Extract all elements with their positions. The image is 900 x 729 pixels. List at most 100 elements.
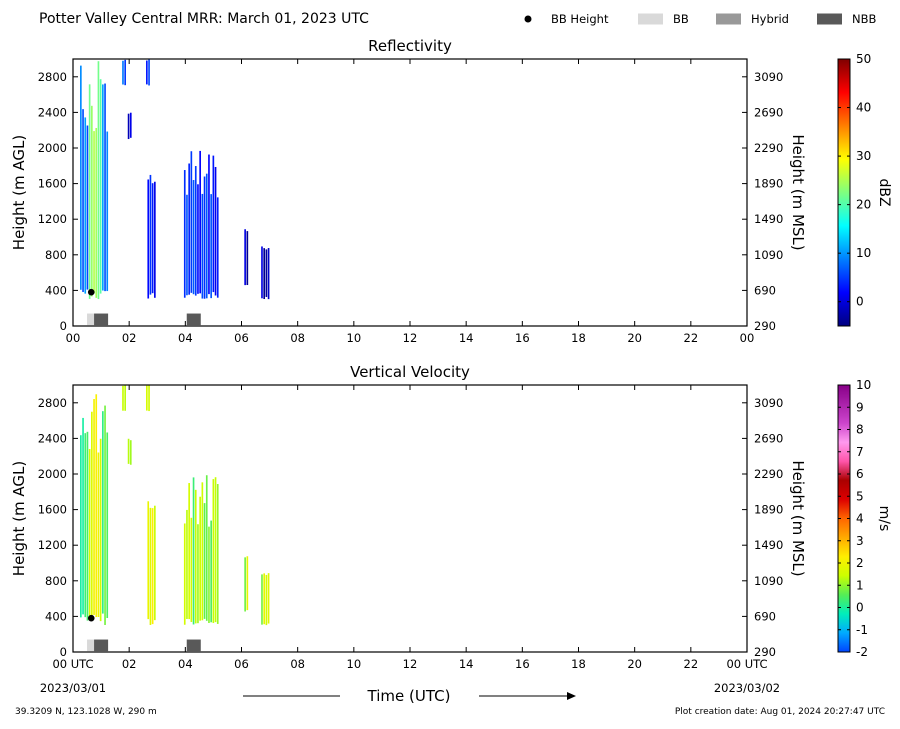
y-tick-label: 2800 <box>38 396 67 410</box>
echo-column <box>80 65 82 290</box>
legend-label: NBB <box>852 12 876 26</box>
echo-column <box>95 127 98 298</box>
colorbar-tick-label: 1 <box>856 578 864 592</box>
echo-region <box>244 556 249 612</box>
echo-region <box>122 59 126 86</box>
x-tick-label: 10 <box>347 331 362 345</box>
creation-date-footer: Plot creation date: Aug 01, 2024 20:27:4… <box>675 707 885 717</box>
echo-column <box>265 574 268 626</box>
x-tick-label: 00 UTC <box>52 657 93 671</box>
colorbar-tick-label: 4 <box>856 512 864 526</box>
echo-column <box>263 248 266 300</box>
echo-field <box>80 59 270 300</box>
colorbar-tick-label: 9 <box>856 400 864 414</box>
echo-column <box>147 179 150 299</box>
x-axis-label: Time (UTC) <box>367 687 451 705</box>
colorbar-tick-label: 2 <box>856 556 864 570</box>
y2-tick-label: 1490 <box>754 538 783 552</box>
echo-field <box>80 385 270 626</box>
echo-region <box>127 438 132 465</box>
y-axis-label: Height (m AGL) <box>10 461 28 576</box>
colorbar-gradient <box>837 58 851 327</box>
y2-tick-label: 1490 <box>754 212 783 226</box>
echo-column <box>263 573 266 625</box>
echo-column <box>129 112 132 138</box>
x-ticks: 00 02 04 06 08 10 12 14 16 18 20 22 00 <box>66 59 755 345</box>
echo-column <box>199 496 201 621</box>
echo-column <box>194 489 197 624</box>
echo-column <box>267 573 270 624</box>
echo-column <box>186 194 188 296</box>
y-tick-label: 2400 <box>38 105 67 119</box>
echo-column <box>122 60 124 85</box>
legend-label: BB Height <box>551 12 609 26</box>
x-tick-label: 08 <box>290 657 305 671</box>
colorbar-tick-label: 40 <box>856 101 871 115</box>
y2-tick-label: 1890 <box>754 177 783 191</box>
colorbar-tick-label: -1 <box>856 623 868 637</box>
x-tick-label: 16 <box>515 657 530 671</box>
x-tick-label: 20 <box>627 657 642 671</box>
echo-region <box>261 573 270 626</box>
colorbar-tick-label: 6 <box>856 467 864 481</box>
x-tick-label: 18 <box>571 657 586 671</box>
colorbar-tick-label: 5 <box>856 489 864 503</box>
y2-tick-label: 3090 <box>754 70 783 84</box>
legend-item-bb-height: BB Height <box>524 12 609 26</box>
x-tick-label: 00 <box>740 331 755 345</box>
plot-frame <box>72 384 748 653</box>
echo-column <box>201 193 204 299</box>
panel-title: Reflectivity <box>368 37 452 55</box>
x-tick-label: 02 <box>122 331 137 345</box>
echo-column <box>214 166 217 296</box>
echo-column <box>149 507 152 625</box>
echo-column <box>104 405 106 625</box>
echo-column <box>197 184 199 294</box>
y2-tick-label: 2690 <box>754 105 783 119</box>
colorbar-tick-label: 7 <box>856 445 864 459</box>
echo-column <box>205 173 208 299</box>
echo-column <box>84 117 87 294</box>
echo-column <box>261 574 263 625</box>
y-tick-label: 2400 <box>38 431 67 445</box>
colorbar-tick-label: 3 <box>856 534 864 548</box>
echo-column <box>203 503 206 619</box>
y-tick-label: 2000 <box>38 467 67 481</box>
echo-column <box>208 526 210 623</box>
echo-column <box>127 113 130 140</box>
echo-column <box>93 131 95 294</box>
echo-column <box>82 109 84 293</box>
echo-column <box>214 477 217 623</box>
x-tick-label: 08 <box>290 331 305 345</box>
legend-label: Hybrid <box>751 12 789 26</box>
echo-column <box>199 150 201 294</box>
echo-column <box>146 60 148 85</box>
bb-type-nbb <box>94 313 109 326</box>
echo-column <box>210 194 212 299</box>
echo-column <box>91 411 93 621</box>
y-tick-label: 800 <box>45 574 67 588</box>
echo-column <box>99 79 102 294</box>
y2-tick-label: 1090 <box>754 248 783 262</box>
echo-region <box>244 229 249 286</box>
y2-tick-label: 1090 <box>754 574 783 588</box>
echo-column <box>124 385 126 411</box>
echo-column <box>261 246 263 299</box>
legend-swatch <box>524 15 532 23</box>
y2-tick-label: 3090 <box>754 396 783 410</box>
y2-ticks: 290 690 1090 1490 1890 2290 2690 3090 <box>742 396 783 659</box>
y2-axis-label: Height (m MSL) <box>789 460 807 576</box>
echo-column <box>146 385 148 411</box>
x-tick-label: 06 <box>234 331 249 345</box>
echo-region <box>80 61 109 300</box>
echo-region <box>183 150 219 299</box>
echo-region <box>147 174 156 299</box>
y2-tick-label: 690 <box>754 609 776 623</box>
x-tick-label: 12 <box>403 331 418 345</box>
x-tick-label: 14 <box>459 331 474 345</box>
x-tick-label: 20 <box>627 331 642 345</box>
y-tick-label: 2000 <box>38 141 67 155</box>
x-tick-label: 12 <box>403 657 418 671</box>
